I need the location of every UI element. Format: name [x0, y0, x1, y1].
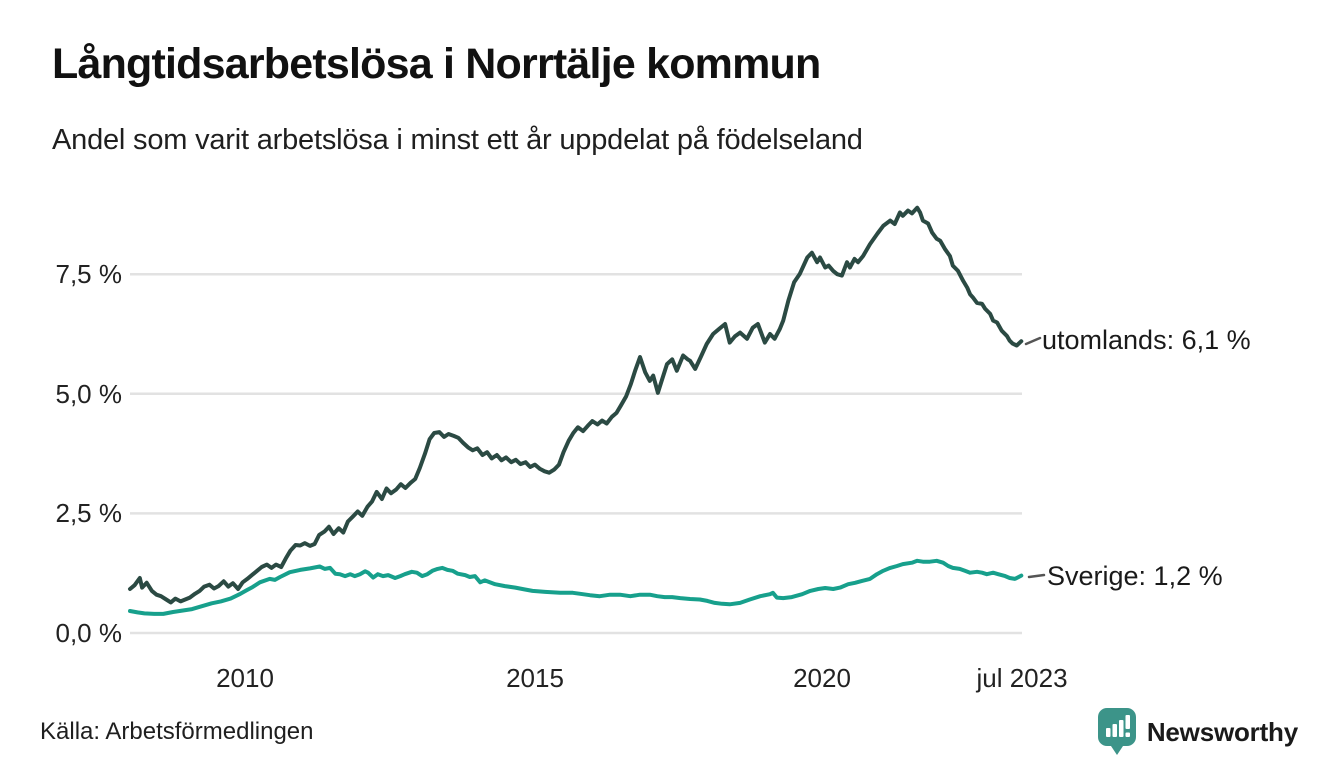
x-axis-tick-jul-2023: jul 2023	[976, 663, 1068, 693]
y-axis-tick-0-0: 0,0 %	[55, 618, 123, 648]
utomlands-label-connector	[1024, 336, 1042, 346]
gridlines	[130, 272, 1022, 635]
x-axis-tick-2015: 2015	[506, 663, 564, 693]
brand-name: Newsworthy	[1146, 716, 1298, 747]
source-note: Källa: Arbetsförmedlingen	[40, 718, 314, 745]
x-axis-tick-2020: 2020	[793, 663, 851, 693]
newsworthy-icon	[1097, 708, 1136, 755]
x-axis-tick-2010: 2010	[216, 663, 274, 693]
series-lines	[128, 205, 1024, 616]
series-end-label-utomlands: utomlands: 6,1 %	[1042, 325, 1251, 355]
page-subtitle: Andel som varit arbetslösa i minst ett å…	[52, 124, 863, 156]
series-end-label-sverige: Sverige: 1,2 %	[1047, 561, 1223, 591]
series-line-utomlands	[128, 205, 1024, 605]
y-axis-tick-7-5: 7,5 %	[55, 259, 123, 289]
brand-logo: Newsworthy	[1097, 706, 1298, 758]
page-title: Långtidsarbetslösa i Norrtälje kommun	[52, 40, 821, 88]
y-axis-tick-5-0: 5,0 %	[55, 379, 123, 409]
series-line-Sverige	[128, 558, 1024, 616]
y-axis-tick-2-5: 2,5 %	[55, 498, 123, 528]
sverige-label-connector	[1027, 573, 1046, 579]
